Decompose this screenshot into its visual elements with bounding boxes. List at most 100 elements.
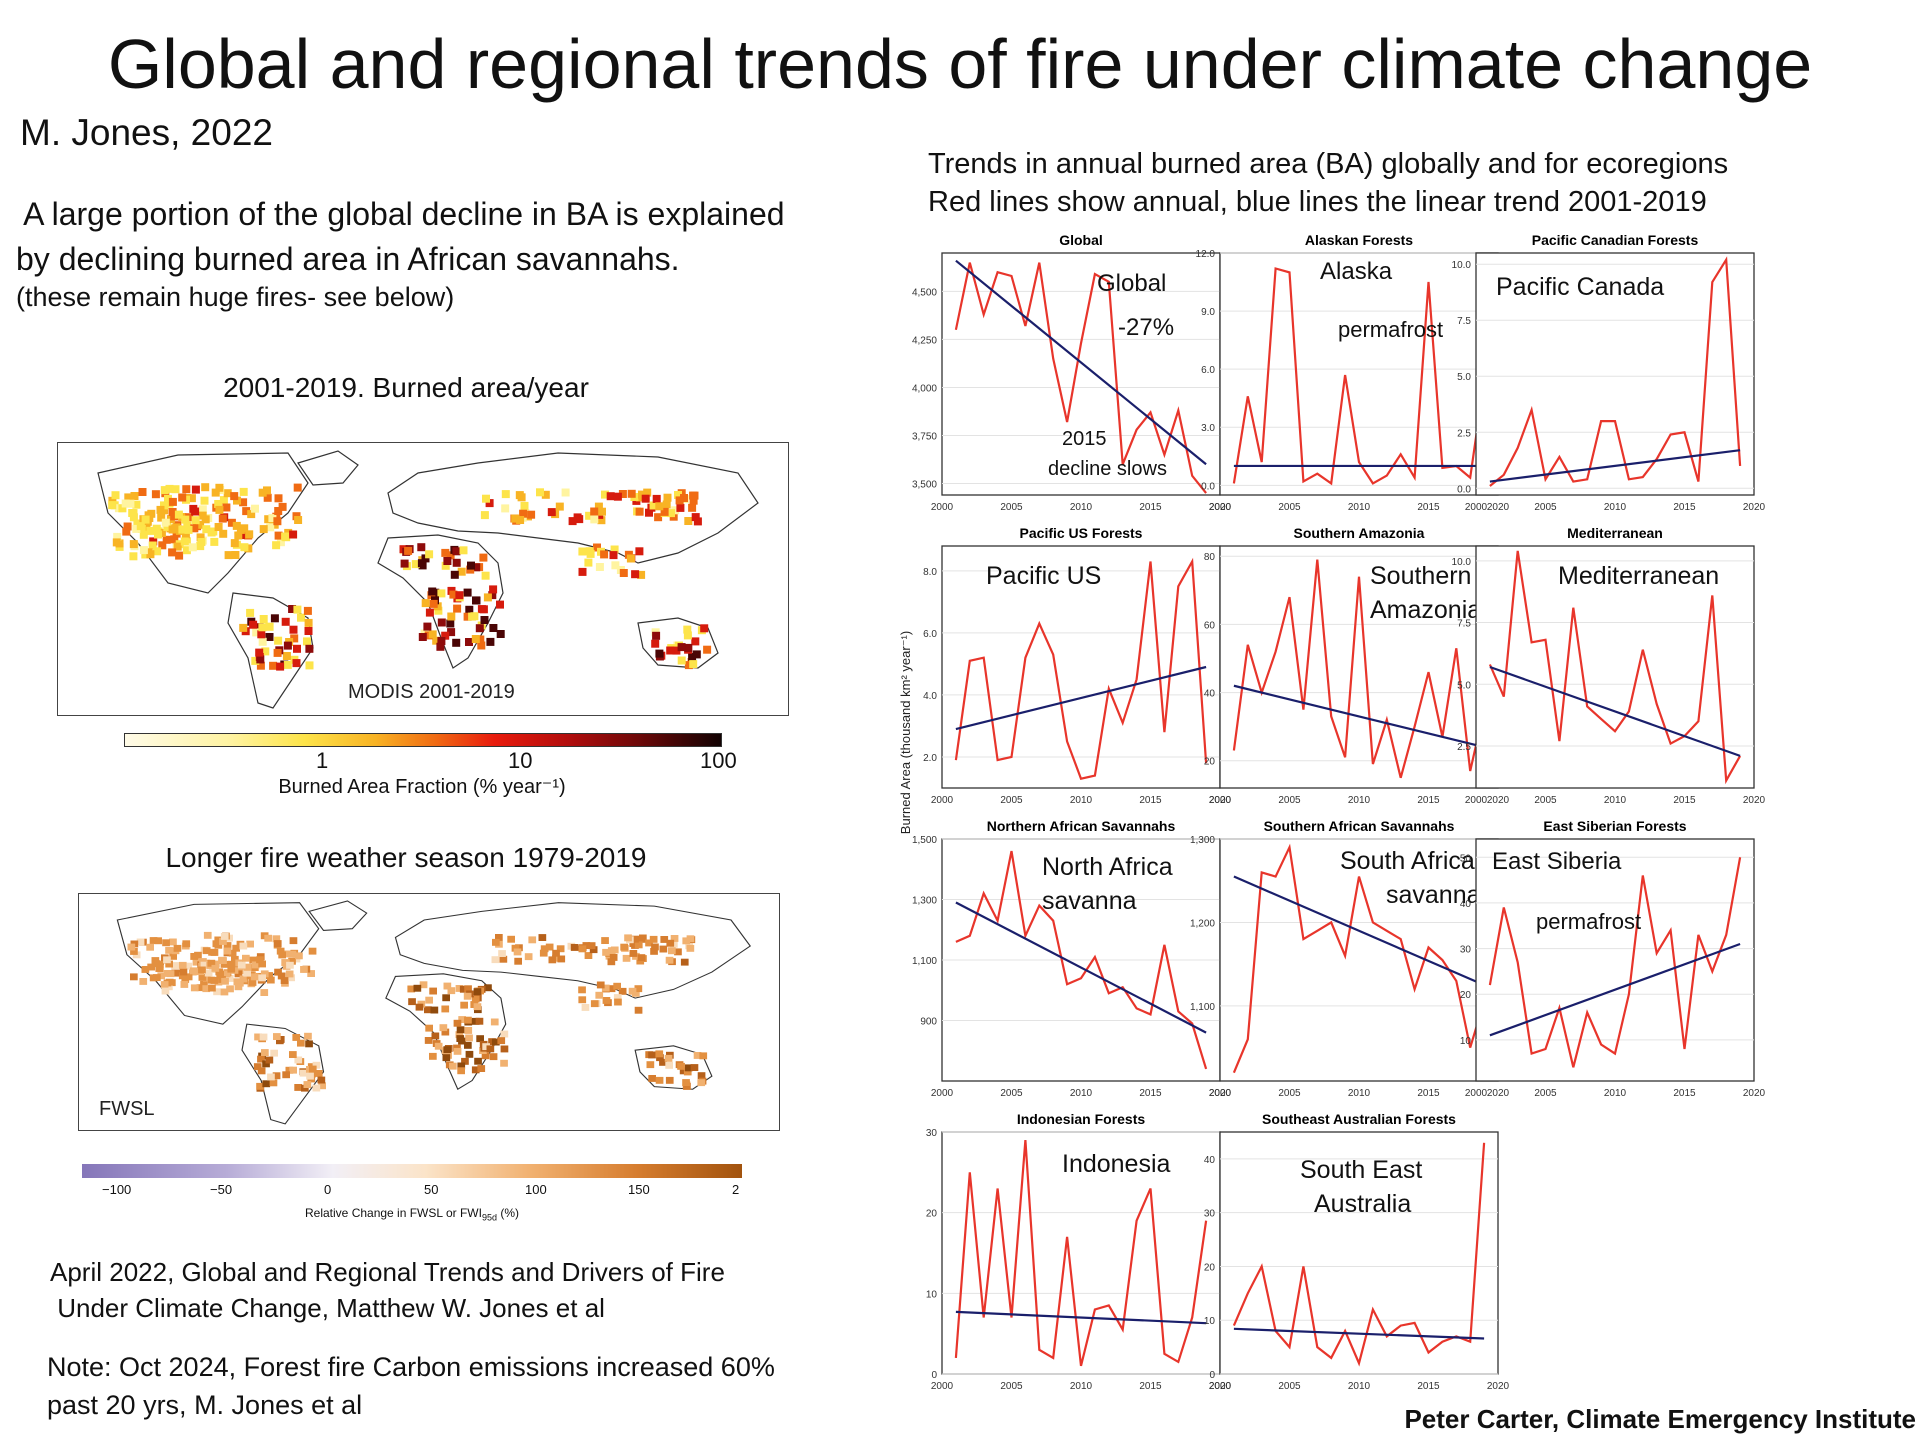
map-cell (240, 543, 249, 552)
map-cell (257, 630, 266, 639)
x-tick-label: 2000 (931, 502, 954, 513)
map-cell (181, 530, 190, 539)
map-cell (188, 543, 197, 552)
map-cell (483, 593, 492, 602)
burned-area-map: MODIS 2001-2019 (57, 442, 789, 716)
map-cell (635, 507, 644, 516)
map-cell (498, 950, 506, 957)
map-cell (212, 960, 220, 968)
map-cell (447, 987, 456, 995)
x-tick-label: 2010 (1348, 1381, 1371, 1392)
map-cell (584, 952, 593, 959)
map-cell (212, 940, 221, 948)
trend-line (1233, 1327, 1485, 1340)
map-cell (138, 488, 147, 496)
map-cell (638, 490, 646, 499)
map-cell (163, 523, 172, 531)
map-cell (257, 1067, 266, 1075)
map-cell (671, 506, 680, 515)
map-cell (443, 1046, 452, 1054)
chart-title: Global (1059, 232, 1103, 248)
map-cell (160, 501, 168, 510)
map-cell (178, 493, 187, 502)
map-cell (165, 960, 173, 968)
map-cell (527, 510, 536, 519)
map-cell (449, 1062, 457, 1070)
map-cell (540, 945, 549, 953)
map-cell (582, 942, 591, 949)
map-cell (304, 627, 313, 635)
map-cell (225, 975, 234, 982)
annual-series-line (1489, 256, 1742, 487)
plot-frame (941, 1131, 1221, 1375)
map-cell (690, 1064, 699, 1071)
y-tick-label: 2.0 (923, 753, 937, 764)
x-tick-label: 2020 (1743, 502, 1766, 513)
map-cell (680, 494, 688, 502)
y-tick-label: 10 (1460, 1036, 1472, 1047)
y-tick-label: 1,100 (1190, 1002, 1215, 1013)
map1-label: MODIS 2001-2019 (348, 681, 515, 703)
map-cell (424, 1006, 432, 1014)
y-tick-label: 3,750 (912, 431, 937, 442)
y-tick-label: 4.0 (923, 691, 937, 702)
fwsl-label-tail: (%) (496, 1206, 519, 1220)
map-cell (465, 1050, 474, 1058)
map-cell (555, 502, 564, 511)
map-cell (683, 1083, 691, 1090)
map-cell (457, 567, 466, 576)
map-cell (400, 559, 409, 568)
map-cell (265, 1056, 274, 1064)
map-cell (598, 507, 606, 516)
map-cell (276, 538, 285, 547)
map-cell (258, 974, 266, 982)
fwsl-tick: 0 (324, 1182, 332, 1197)
map-cell (294, 1056, 303, 1064)
map-cell (667, 509, 675, 518)
map-cell (408, 998, 416, 1006)
map-cell (507, 935, 515, 943)
map-cell (208, 984, 216, 992)
reference-citation: April 2022, Global and Regional Trends a… (50, 1254, 725, 1326)
map-cell (677, 1062, 685, 1070)
map-cell (190, 524, 199, 533)
map-cell (689, 660, 698, 669)
annual-series-line (1232, 843, 1486, 1074)
chart-panel: Alaskan Forests 0.0 3.0 6.0 9.0 12.0 2000 2005 2… (1196, 232, 1510, 513)
map-cell (463, 992, 472, 1000)
annual-series-line (1488, 857, 1742, 1068)
map-cell (224, 551, 233, 560)
map-cell (655, 1076, 664, 1084)
y-tick-label: 50 (1460, 853, 1472, 864)
map-cell (265, 633, 274, 641)
map-cell (239, 487, 248, 496)
map-cell (649, 501, 658, 510)
map-cell (654, 513, 663, 522)
chart-annotation: Indonesia (1062, 1150, 1171, 1178)
y-tick-label: 5.0 (1457, 680, 1471, 691)
map-cell (187, 494, 196, 503)
map-cell (590, 1000, 599, 1008)
map-cell (282, 1071, 290, 1079)
x-tick-label: 2020 (1743, 1088, 1766, 1099)
map-cell (124, 493, 133, 502)
map-cell (480, 511, 489, 520)
map-cell (233, 496, 241, 505)
map-cell (618, 490, 627, 498)
map-cell (184, 962, 193, 970)
map-cell (211, 488, 220, 497)
map-cell (686, 935, 695, 943)
map-cell (595, 991, 604, 999)
y-tick-label: 30 (1460, 945, 1472, 956)
map-cell (278, 502, 287, 511)
map-cell (181, 515, 190, 524)
map-cell (129, 552, 138, 561)
y-tick-label: 7.5 (1457, 316, 1471, 327)
map-cell (624, 934, 632, 942)
map-cell (149, 537, 158, 546)
x-tick-label: 2020 (1209, 502, 1232, 513)
map-cell (297, 613, 305, 622)
map-cell (446, 619, 455, 628)
map-cell (192, 958, 201, 966)
y-tick-label: 3.0 (1201, 423, 1215, 434)
